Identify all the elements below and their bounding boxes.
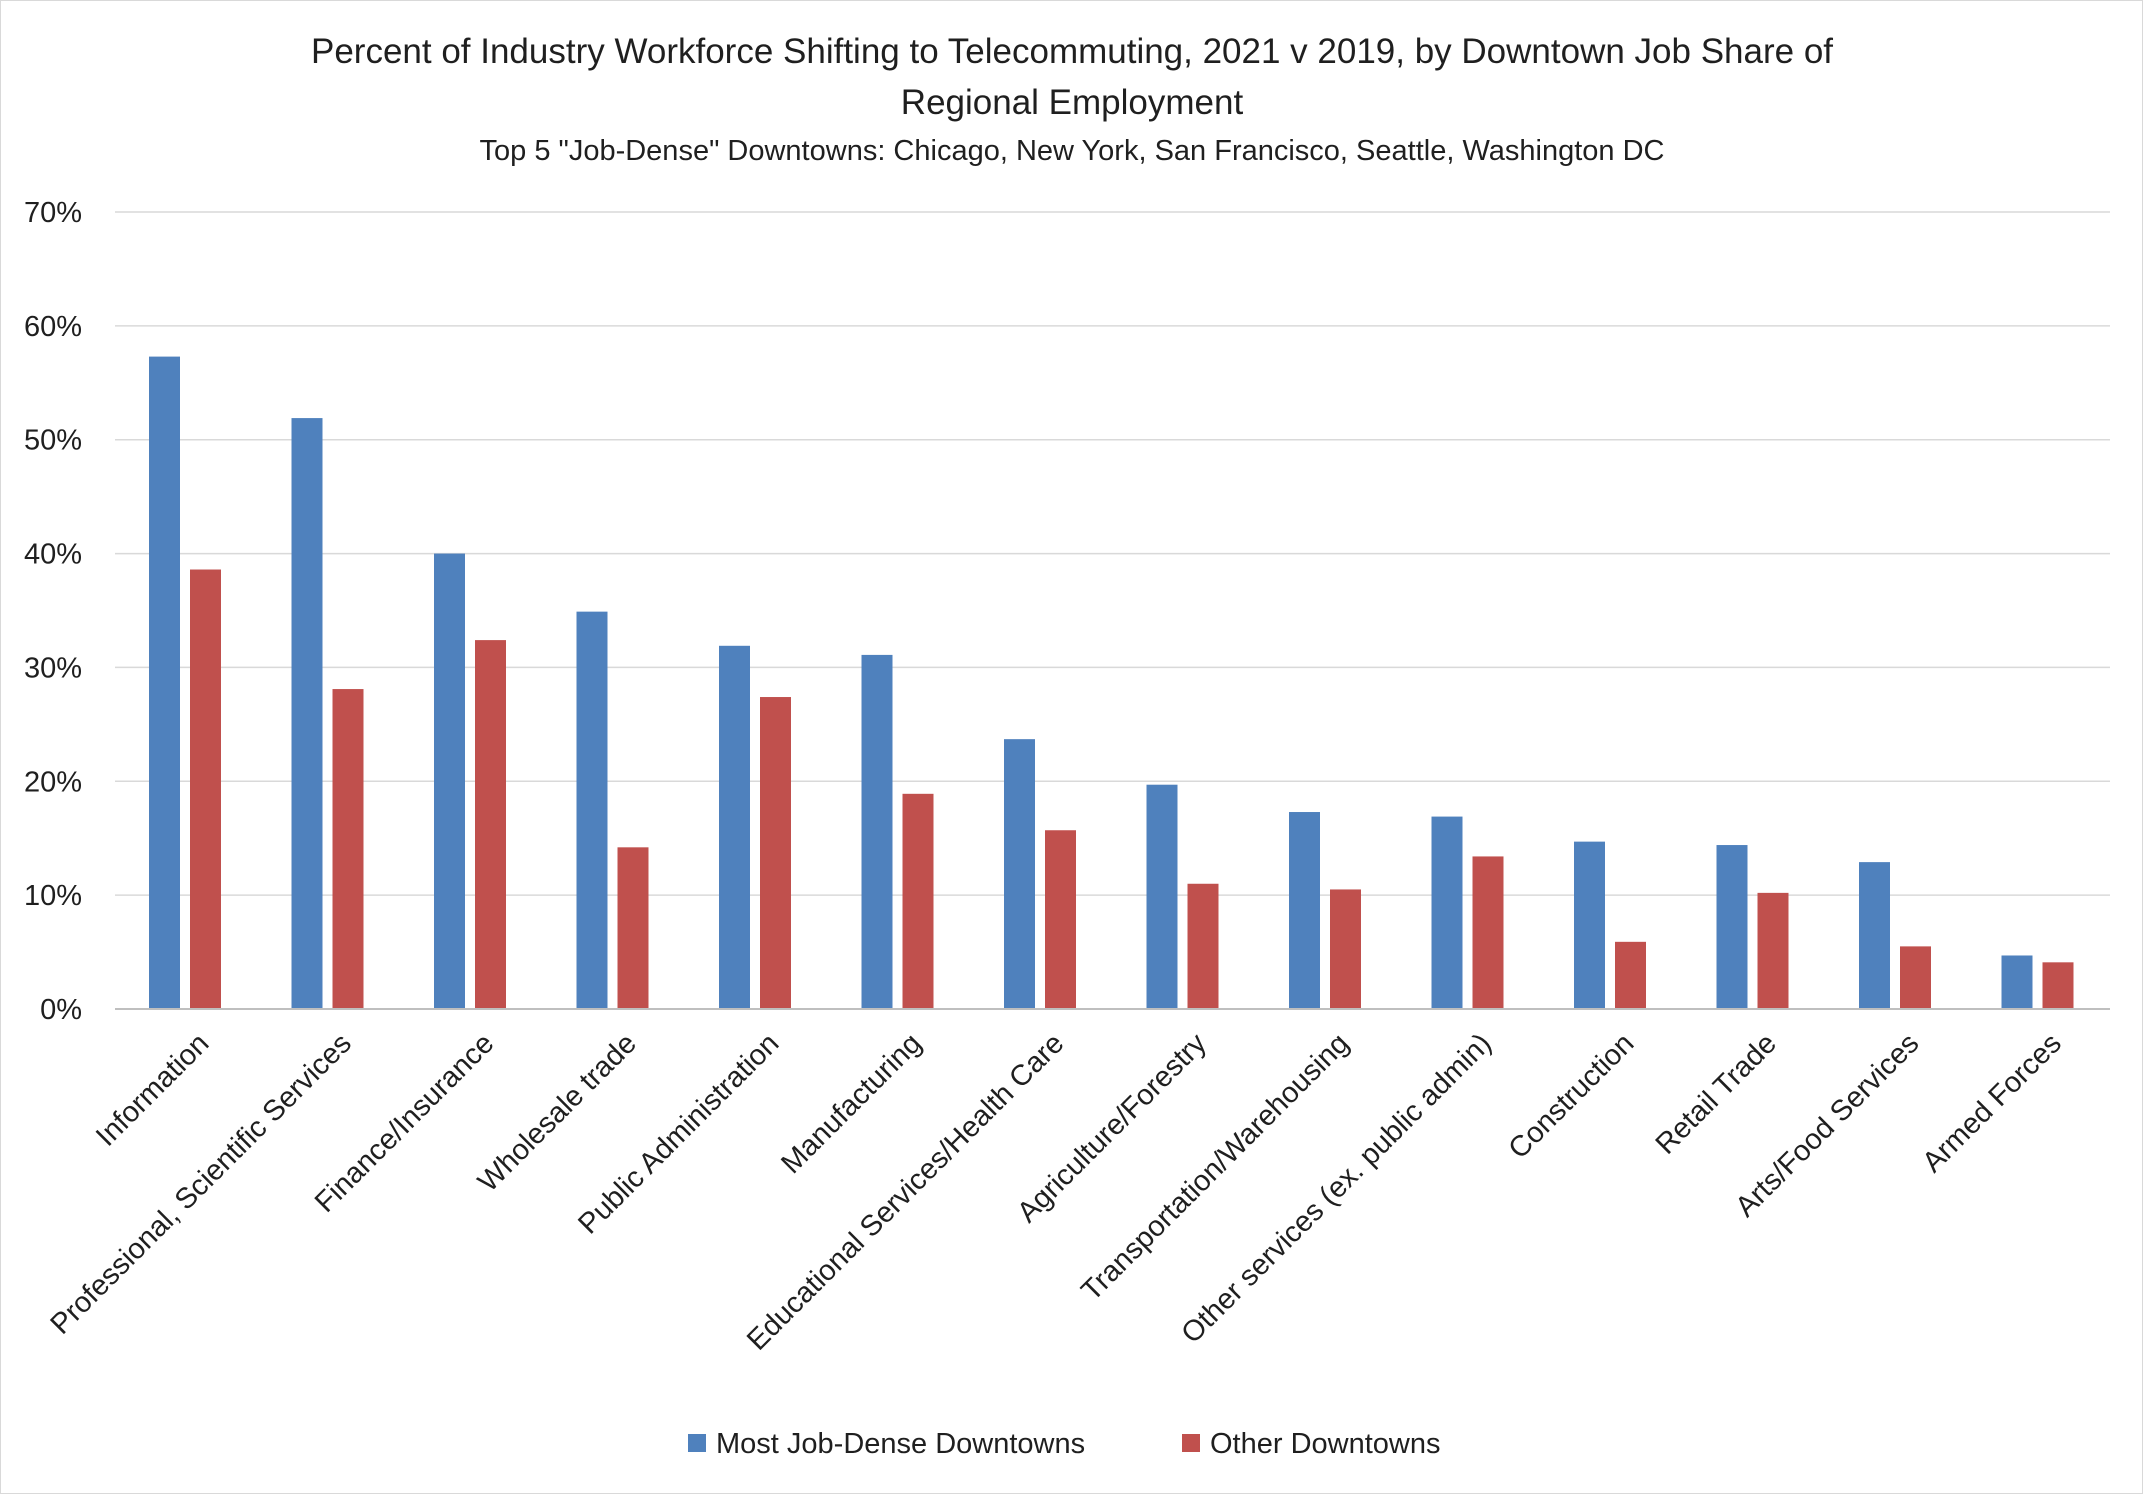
bar-most-job-dense	[149, 356, 180, 1009]
bar-most-job-dense	[1289, 812, 1320, 1009]
y-tick-label: 60%	[24, 311, 82, 343]
bar-other-downtowns	[190, 569, 221, 1009]
bar-other-downtowns	[1615, 941, 1646, 1009]
x-category-label: Educational Services/Health Care	[741, 1027, 1070, 1356]
bar-most-job-dense	[1431, 816, 1463, 1009]
x-category-label: Other services (ex. public admin)	[1175, 1027, 1497, 1349]
bar-other-downtowns	[1330, 889, 1361, 1009]
y-tick-label: 30%	[24, 652, 82, 684]
gridlines	[115, 211, 2110, 896]
y-tick-label: 50%	[24, 425, 82, 457]
bar-other-downtowns	[1757, 892, 1789, 1009]
x-category-label: Retail Trade	[1650, 1027, 1783, 1160]
bar-most-job-dense	[1574, 841, 1605, 1009]
chart-subtitle: Top 5 "Job-Dense" Downtowns: Chicago, Ne…	[480, 135, 1665, 167]
legend-swatch	[688, 1434, 706, 1452]
bar-other-downtowns	[1472, 856, 1504, 1009]
bar-most-job-dense	[2001, 955, 2033, 1009]
bar-other-downtowns	[2042, 962, 2074, 1009]
x-category-label: Construction	[1503, 1027, 1641, 1165]
legend-swatch	[1182, 1434, 1200, 1452]
x-category-label: Manufacturing	[775, 1027, 928, 1180]
bar-other-downtowns	[332, 689, 364, 1009]
legend: Most Job-Dense Downtowns Other Downtowns	[688, 1428, 1441, 1460]
bar-other-downtowns	[617, 847, 649, 1009]
legend-label: Most Job-Dense Downtowns	[716, 1428, 1085, 1460]
y-tick-label: 10%	[24, 880, 82, 912]
x-category-label: Armed Forces	[1916, 1027, 2067, 1178]
bar-other-downtowns	[1187, 883, 1219, 1009]
bar-other-downtowns	[475, 640, 506, 1009]
x-category-label: Information	[90, 1027, 215, 1152]
bar-other-downtowns	[1900, 946, 1931, 1009]
bars	[149, 356, 2074, 1009]
x-category-label: Transportation/Warehousing	[1075, 1027, 1355, 1307]
bar-most-job-dense	[434, 553, 465, 1009]
bar-most-job-dense	[719, 645, 750, 1009]
y-tick-label: 40%	[24, 539, 82, 571]
y-tick-label: 70%	[24, 197, 82, 229]
bar-most-job-dense	[1004, 739, 1035, 1009]
y-axis-ticks: 0% 10% 20% 30% 40% 50% 60% 70%	[24, 197, 82, 1026]
bar-other-downtowns	[902, 793, 934, 1009]
y-tick-label: 0%	[40, 994, 82, 1026]
bar-most-job-dense	[291, 418, 323, 1009]
x-category-label: Professional, Scientific Services	[45, 1027, 358, 1340]
chart-title-line-2: Regional Employment	[901, 83, 1244, 122]
bar-most-job-dense	[861, 654, 893, 1009]
bar-most-job-dense	[1716, 845, 1748, 1009]
bar-other-downtowns	[1045, 830, 1076, 1009]
legend-label: Other Downtowns	[1210, 1428, 1441, 1460]
bar-other-downtowns	[760, 697, 791, 1009]
y-tick-label: 20%	[24, 766, 82, 798]
bar-most-job-dense	[1146, 784, 1178, 1009]
chart-title-line-1: Percent of Industry Workforce Shifting t…	[311, 32, 1833, 71]
bar-most-job-dense	[576, 611, 608, 1009]
bar-most-job-dense	[1859, 862, 1890, 1009]
